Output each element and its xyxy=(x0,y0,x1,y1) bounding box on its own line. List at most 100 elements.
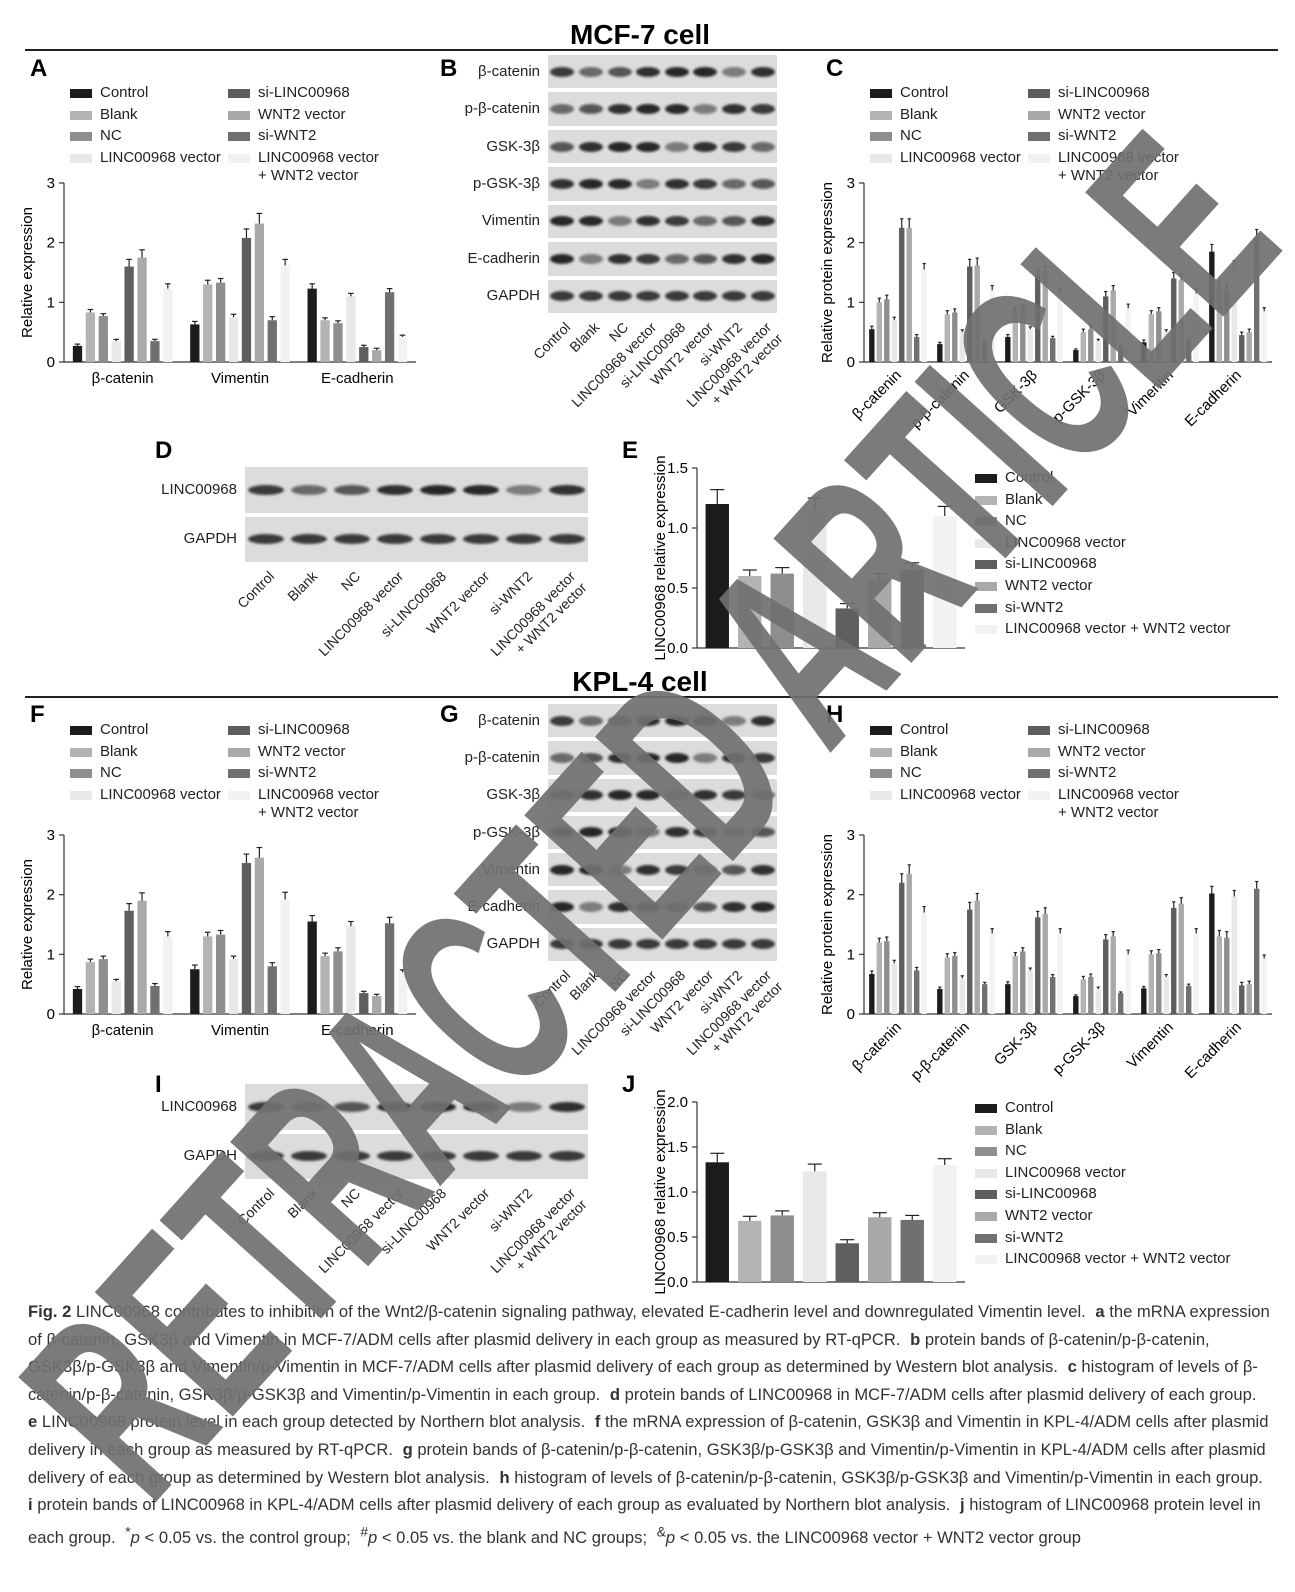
blot-band xyxy=(607,939,632,950)
blot-band xyxy=(750,66,775,77)
blot-band xyxy=(722,141,747,152)
blot-band xyxy=(578,790,603,801)
blot-band xyxy=(607,66,632,77)
blot-band xyxy=(750,291,775,302)
error-bar xyxy=(1006,981,1010,985)
legend-label: LINC00968 vector + WNT2 vector xyxy=(258,148,379,184)
legend-swatch xyxy=(228,110,250,120)
bar xyxy=(1261,958,1267,1014)
error-bar xyxy=(1247,980,1251,985)
blot-band xyxy=(248,1151,285,1162)
blot-row-label: β-catenin xyxy=(478,62,540,80)
blot-band xyxy=(636,864,661,875)
blot-row xyxy=(548,204,777,239)
bar xyxy=(891,963,897,1014)
blot-band xyxy=(693,216,718,227)
bar xyxy=(280,265,290,362)
blot-row-label: Vimentin xyxy=(481,860,540,878)
error-bar xyxy=(309,283,315,289)
bar xyxy=(876,302,882,362)
error-bar xyxy=(1119,991,1123,994)
blot-band xyxy=(578,178,603,189)
blot-band xyxy=(607,141,632,152)
error-bar xyxy=(1111,285,1115,291)
error-bar xyxy=(1006,333,1010,337)
error-bar xyxy=(937,1158,952,1165)
bar xyxy=(891,320,897,362)
panel-letter: G xyxy=(440,701,459,728)
error-bar xyxy=(885,294,889,300)
error-bar xyxy=(1058,928,1062,934)
y-tick-label: 3 xyxy=(47,827,55,844)
blot-row xyxy=(548,853,777,887)
blot-row-label: GAPDH xyxy=(183,1147,237,1165)
error-bar xyxy=(335,320,341,324)
blot-band xyxy=(419,534,456,545)
y-axis-title: Relative expression xyxy=(19,859,36,990)
legend-label: si-WNT2 xyxy=(258,127,317,145)
blot-band xyxy=(664,752,689,763)
y-axis-title: LINC00968 relative expression xyxy=(652,1089,669,1294)
error-bar xyxy=(1051,974,1055,978)
blot-band xyxy=(578,141,603,152)
blot-band xyxy=(578,939,603,950)
bar xyxy=(868,579,892,648)
blot-band xyxy=(248,484,285,495)
bar xyxy=(215,282,226,362)
bar xyxy=(982,984,988,1014)
legend-label: WNT2 vector xyxy=(1058,105,1146,123)
blot-band xyxy=(693,902,718,913)
error-bar xyxy=(1194,928,1198,934)
error-bar xyxy=(360,344,367,348)
error-bar xyxy=(399,969,406,973)
error-bar xyxy=(922,905,926,913)
error-bar xyxy=(872,572,887,580)
blot-band xyxy=(607,291,632,302)
bar xyxy=(1088,977,1094,1014)
panel-letter: C xyxy=(826,55,843,82)
x-tick-label: E-cadherin xyxy=(321,370,394,387)
blot-band xyxy=(334,484,371,495)
blot-band xyxy=(462,484,499,495)
blot-band xyxy=(462,534,499,545)
error-bar xyxy=(1126,303,1130,309)
blot-band xyxy=(636,253,661,264)
y-tick-label: 1.5 xyxy=(667,460,688,477)
bar xyxy=(921,912,927,1014)
error-bar xyxy=(945,310,949,315)
error-bar xyxy=(960,329,964,333)
legend-label: si-LINC00968 xyxy=(1058,721,1150,738)
error-bar xyxy=(309,914,315,922)
error-bar xyxy=(139,892,145,901)
blot-band xyxy=(607,104,632,115)
blot-band xyxy=(636,216,661,227)
bar xyxy=(770,573,794,648)
error-bar xyxy=(217,277,224,283)
bar xyxy=(803,510,827,648)
error-bar xyxy=(1255,880,1259,889)
error-bar xyxy=(1028,326,1032,330)
legend-swatch xyxy=(228,89,250,98)
error-bar xyxy=(905,1214,920,1220)
error-bar xyxy=(1187,983,1191,986)
error-bar xyxy=(192,964,198,970)
bar xyxy=(307,288,317,362)
error-bar xyxy=(870,970,874,975)
y-tick-label: 2 xyxy=(47,235,55,252)
blot-row-label: p-β-catenin xyxy=(464,100,540,118)
blot-band xyxy=(578,66,603,77)
bar xyxy=(1216,287,1222,362)
bar xyxy=(320,956,330,1014)
caption-text: histogram of LINC00968 protein level in … xyxy=(28,1495,1261,1548)
x-tick-label: GSK-3β xyxy=(991,367,1041,417)
bar xyxy=(974,265,980,362)
bar xyxy=(1246,984,1252,1014)
y-axis-title: LINC00968 relative expression xyxy=(652,455,669,660)
error-bar xyxy=(870,325,874,330)
y-tick-label: 0.0 xyxy=(667,640,688,657)
blot-band xyxy=(419,1101,456,1112)
legend-swatch xyxy=(870,132,892,142)
legend-label: NC xyxy=(1005,1142,1027,1160)
bar xyxy=(1224,937,1230,1014)
blot-band xyxy=(419,484,456,495)
